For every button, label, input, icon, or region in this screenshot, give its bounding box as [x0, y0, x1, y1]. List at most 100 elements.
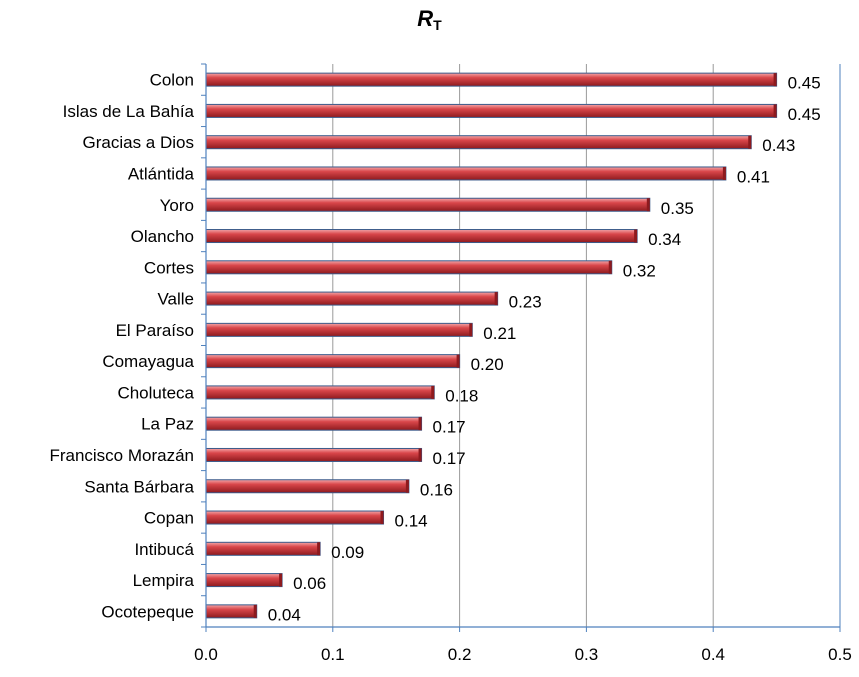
category-label: Colon	[150, 71, 194, 90]
data-label: 0.21	[483, 324, 516, 343]
data-label: 0.09	[331, 543, 364, 562]
bar-end-cap	[646, 198, 650, 212]
category-label: Islas de La Bahía	[63, 102, 195, 121]
bar-end-cap	[317, 542, 321, 556]
chart-title-subscript: T	[433, 17, 442, 33]
chart-title-main: R	[417, 6, 434, 31]
data-label: 0.45	[788, 74, 821, 93]
bar-body	[205, 385, 435, 400]
x-tick-label: 0.1	[321, 645, 345, 664]
data-label: 0.16	[420, 480, 453, 499]
bar	[205, 541, 321, 556]
bar-body	[205, 604, 258, 619]
data-label: 0.06	[293, 574, 326, 593]
bar-body	[205, 416, 423, 431]
category-label: Atlántida	[128, 164, 195, 183]
category-label: La Paz	[141, 415, 194, 434]
category-label: Francisco Morazán	[49, 446, 194, 465]
x-tick-label: 0.2	[448, 645, 472, 664]
bar-end-cap	[418, 448, 422, 462]
bar	[205, 103, 778, 118]
x-tick-label: 0.5	[828, 645, 852, 664]
bar	[205, 72, 778, 87]
bar-end-cap	[608, 260, 612, 274]
data-label: 0.45	[788, 105, 821, 124]
bar	[205, 354, 461, 369]
category-label: Cortes	[144, 258, 194, 277]
bar-body	[205, 479, 410, 494]
bar-end-cap	[456, 354, 460, 368]
bar-end-cap	[431, 385, 435, 399]
x-tick-label: 0.3	[575, 645, 599, 664]
bar-end-cap	[722, 166, 726, 180]
bar-body	[205, 72, 778, 87]
category-label: El Paraíso	[116, 321, 194, 340]
bar	[205, 573, 283, 588]
bar	[205, 197, 651, 212]
bar-end-cap	[773, 73, 777, 87]
bar-end-cap	[634, 229, 638, 243]
bar-body	[205, 510, 385, 525]
bar-body	[205, 573, 283, 588]
bars	[205, 72, 778, 619]
data-label: 0.17	[433, 418, 466, 437]
category-label: Gracias a Dios	[83, 133, 194, 152]
data-label: 0.35	[661, 199, 694, 218]
x-tick-label: 0.0	[194, 645, 218, 664]
bar	[205, 510, 385, 525]
bar	[205, 604, 258, 619]
data-label: 0.34	[648, 230, 681, 249]
bar	[205, 322, 473, 337]
bar-end-cap	[748, 135, 752, 149]
bar-end-cap	[773, 104, 777, 118]
category-label: Intibucá	[134, 540, 194, 559]
bar-body	[205, 291, 499, 306]
bar-body	[205, 260, 613, 275]
labels: 0.0 0.1 0.2 0.3 0.4 0.5 Colon 0.45 Islas de La B…	[49, 71, 851, 664]
bar-body	[205, 354, 461, 369]
bar-body	[205, 103, 778, 118]
bar-end-cap	[279, 573, 283, 587]
bar-body	[205, 166, 727, 181]
bar-body	[205, 135, 752, 150]
data-label: 0.14	[395, 512, 428, 531]
bar-end-cap	[380, 511, 384, 525]
bar-body	[205, 229, 638, 244]
bar-end-cap	[469, 323, 473, 337]
category-label: Lempira	[133, 571, 195, 590]
category-label: Santa Bárbara	[84, 477, 194, 496]
bar	[205, 166, 727, 181]
data-label: 0.23	[509, 293, 542, 312]
data-label: 0.32	[623, 261, 656, 280]
bar-body	[205, 541, 321, 556]
category-label: Choluteca	[117, 383, 194, 402]
bar	[205, 135, 752, 150]
category-label: Comayagua	[102, 352, 194, 371]
bar	[205, 229, 638, 244]
category-label: Copan	[144, 509, 194, 528]
data-label: 0.41	[737, 167, 770, 186]
bar-end-cap	[418, 417, 422, 431]
bar	[205, 385, 435, 400]
bar-end-cap	[253, 604, 257, 618]
axes	[201, 63, 841, 632]
category-label: Olancho	[131, 227, 194, 246]
bar-end-cap	[494, 292, 498, 306]
bar-body	[205, 197, 651, 212]
bar-body	[205, 447, 423, 462]
bar-end-cap	[405, 479, 409, 493]
bar	[205, 447, 423, 462]
category-label: Ocotepeque	[101, 602, 194, 621]
data-label: 0.20	[471, 355, 504, 374]
x-tick-label: 0.4	[701, 645, 725, 664]
data-label: 0.04	[268, 605, 301, 624]
bar	[205, 291, 499, 306]
data-label: 0.43	[762, 136, 795, 155]
chart-title: RT	[0, 6, 859, 33]
bar	[205, 260, 613, 275]
bar	[205, 416, 423, 431]
bar-body	[205, 322, 473, 337]
category-label: Valle	[157, 290, 194, 309]
category-label: Yoro	[160, 196, 194, 215]
